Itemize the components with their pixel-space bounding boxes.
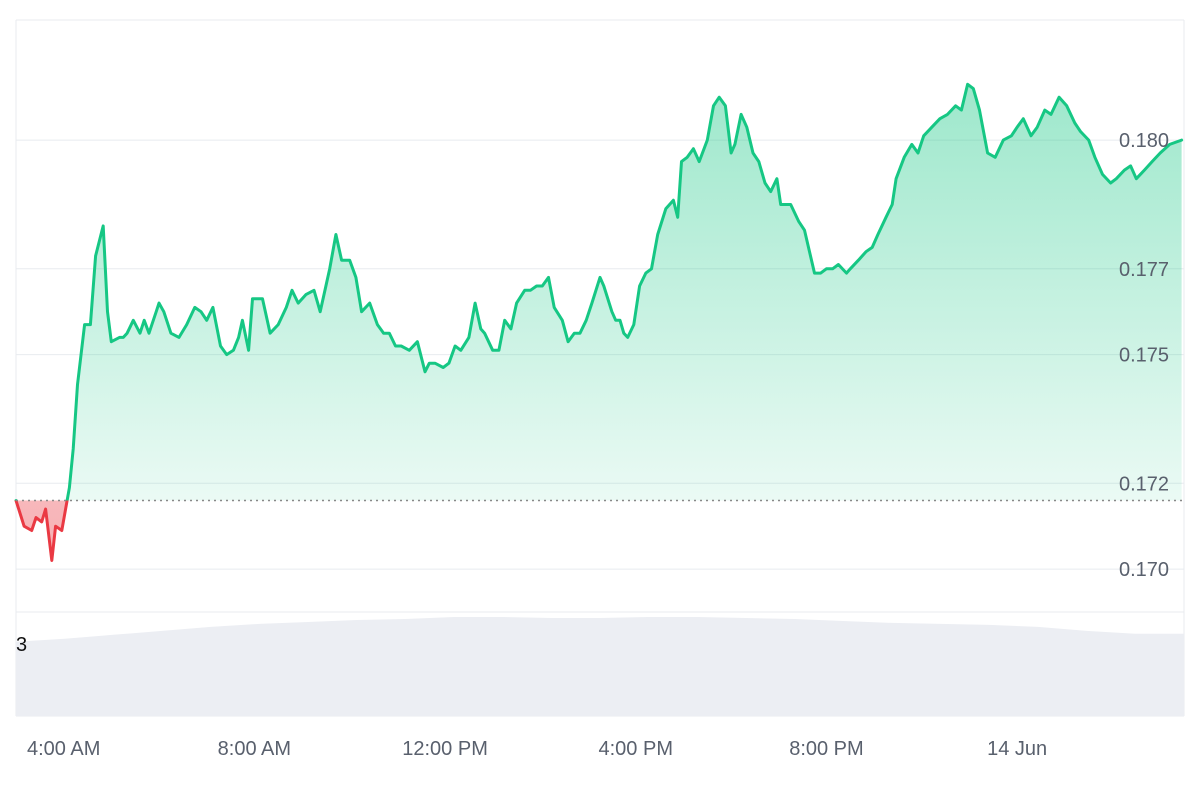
y-tick-label: 0.175 xyxy=(1119,345,1169,367)
y-tick-label: 0.177 xyxy=(1119,259,1169,281)
price-fill-group xyxy=(16,84,1182,561)
volume-area-group xyxy=(16,617,1184,716)
y-tick-label: 0.170 xyxy=(1119,559,1169,581)
x-tick-label: 8:00 PM xyxy=(789,738,863,760)
price-area-fill-up xyxy=(67,84,1182,501)
y-axis-ticks: 0.170 0.172 0.175 0.177 0.180 xyxy=(1119,130,1169,581)
x-axis-ticks: 4:00 AM 8:00 AM 12:00 PM 4:00 PM 8:00 PM 14 J… xyxy=(27,738,1047,760)
volume-area xyxy=(16,617,1184,716)
price-line-group xyxy=(14,82,1184,562)
y-tick-label: 0.172 xyxy=(1119,473,1169,495)
y-tick-label: 0.180 xyxy=(1119,130,1169,152)
x-tick-label: 12:00 PM xyxy=(402,738,488,760)
x-tick-label: 14 Jun xyxy=(987,738,1047,760)
x-tick-label: 4:00 AM xyxy=(27,738,100,760)
x-tick-label: 8:00 AM xyxy=(218,738,291,760)
volume-scale-label: 3 xyxy=(16,634,27,656)
price-line-up xyxy=(14,82,1184,501)
x-tick-label: 4:00 PM xyxy=(599,738,673,760)
